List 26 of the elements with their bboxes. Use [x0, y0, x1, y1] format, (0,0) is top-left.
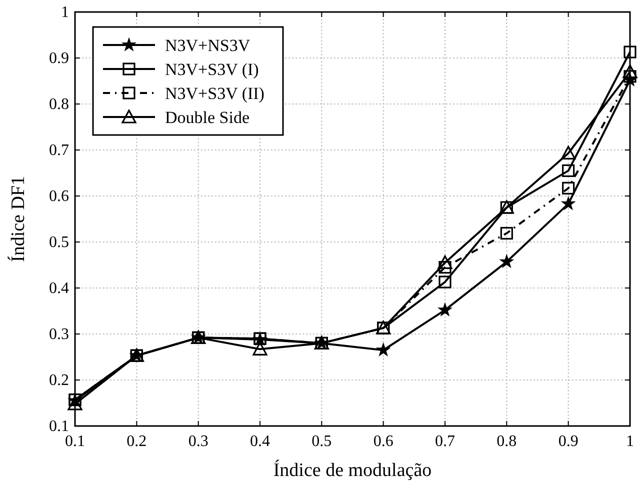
- y-tick-label: 1: [61, 4, 69, 21]
- x-tick-label: 0.4: [250, 433, 270, 450]
- y-tick-label: 0.5: [49, 234, 69, 251]
- x-tick-label: 0.2: [126, 433, 147, 450]
- x-tick-label: 0.1: [65, 433, 85, 450]
- y-tick-label: 0.3: [49, 326, 69, 343]
- x-tick-label: 0.7: [435, 433, 455, 450]
- y-tick-label: 0.8: [49, 96, 69, 113]
- x-tick-label: 0.6: [373, 433, 394, 450]
- x-tick-label: 0.3: [188, 433, 208, 450]
- y-tick-label: 0.9: [49, 50, 69, 67]
- x-tick-label: 0.5: [312, 433, 332, 450]
- y-tick-label: 0.6: [49, 188, 69, 205]
- y-tick-label: 0.1: [49, 418, 69, 435]
- y-tick-label: 0.7: [49, 142, 69, 159]
- y-tick-label: 0.2: [49, 372, 69, 389]
- y-tick-label: 0.4: [49, 280, 69, 297]
- x-tick-label: 1: [626, 433, 634, 450]
- x-tick-label: 0.9: [558, 433, 578, 450]
- y-axis-title: Índice DF1: [7, 176, 29, 262]
- legend-label: Double Side: [165, 108, 250, 127]
- x-tick-label: 0.8: [496, 433, 517, 450]
- x-axis-title: Índice de modulação: [273, 459, 432, 481]
- legend-label: N3V+NS3V: [165, 36, 251, 55]
- legend-label: N3V+S3V (II): [165, 84, 264, 103]
- legend-label: N3V+S3V (I): [165, 60, 259, 79]
